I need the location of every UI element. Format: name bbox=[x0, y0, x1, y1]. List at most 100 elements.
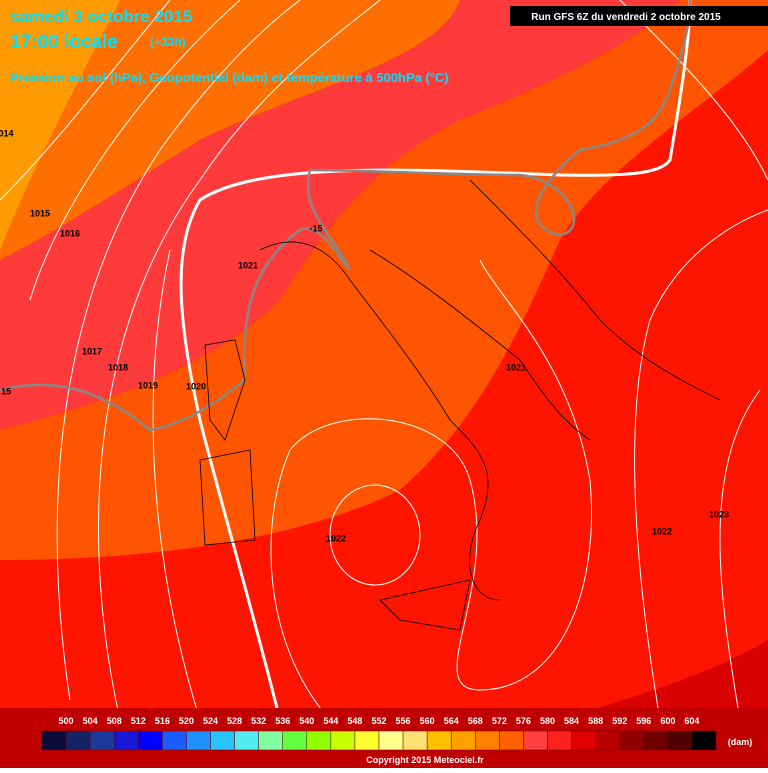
legend-swatch bbox=[378, 730, 404, 751]
legend-label: 544 bbox=[323, 716, 338, 726]
isobar-label: 1019 bbox=[138, 380, 158, 390]
legend-label: 600 bbox=[660, 716, 675, 726]
legend-swatch bbox=[306, 730, 332, 751]
isobar bbox=[719, 389, 761, 721]
isobar bbox=[152, 249, 201, 721]
coastline bbox=[469, 179, 721, 401]
legend-label: 516 bbox=[155, 716, 170, 726]
legend-label: 528 bbox=[227, 716, 242, 726]
legend-label: 572 bbox=[492, 716, 507, 726]
legend-swatch bbox=[354, 730, 380, 751]
geopotential-line bbox=[179, 0, 692, 721]
temperature-isotherm bbox=[0, 0, 692, 432]
legend-label: 520 bbox=[179, 716, 194, 726]
coastline bbox=[199, 449, 256, 546]
legend-swatch bbox=[499, 730, 524, 751]
legend-swatch bbox=[643, 730, 669, 751]
isobar-label: 1017 bbox=[82, 346, 102, 356]
isobar-label: 15 bbox=[1, 386, 11, 396]
legend-swatch bbox=[113, 730, 139, 751]
zone-orange bbox=[0, 0, 460, 260]
isobar-label: 1021 bbox=[506, 362, 526, 372]
legend-swatch bbox=[234, 730, 259, 751]
legend-label: 584 bbox=[564, 716, 579, 726]
coastline bbox=[259, 241, 501, 601]
date: samedi 3 octobre 2015 bbox=[10, 7, 192, 26]
legend-label: 580 bbox=[540, 716, 555, 726]
legend-swatch bbox=[138, 730, 163, 751]
legend-label: 604 bbox=[684, 716, 699, 726]
isobar-label: 1021 bbox=[238, 260, 258, 270]
legend-swatch bbox=[41, 730, 67, 751]
legend-label: 560 bbox=[420, 716, 435, 726]
legend-swatch bbox=[162, 730, 187, 751]
legend-swatch bbox=[210, 730, 235, 751]
legend-label: 592 bbox=[612, 716, 627, 726]
legend-swatch bbox=[691, 730, 717, 751]
isobars bbox=[0, 0, 768, 721]
isobar-label: 1022 bbox=[652, 526, 672, 536]
time: 17:00 locale bbox=[10, 32, 118, 53]
legend-label: 532 bbox=[251, 716, 266, 726]
zone-pink bbox=[0, 0, 680, 430]
legend-swatch bbox=[667, 730, 693, 751]
legend-swatch bbox=[402, 730, 428, 751]
zone-light-orange bbox=[0, 0, 120, 250]
coastlines bbox=[199, 179, 721, 631]
legend-swatch bbox=[571, 730, 596, 751]
isobar bbox=[56, 0, 301, 701]
legend-label: 556 bbox=[396, 716, 411, 726]
isobar bbox=[29, 0, 241, 301]
isobar-label: 1020 bbox=[186, 381, 206, 391]
isobar bbox=[0, 0, 171, 201]
legend-label: 596 bbox=[636, 716, 651, 726]
legend-label: 500 bbox=[59, 716, 74, 726]
legend-label: 536 bbox=[275, 716, 290, 726]
legend-label: 512 bbox=[131, 716, 146, 726]
run-box bbox=[510, 6, 768, 26]
legend-swatch bbox=[523, 730, 548, 751]
zone-dark-red bbox=[560, 640, 768, 720]
legend-label: 524 bbox=[203, 716, 218, 726]
legend-label: 568 bbox=[468, 716, 483, 726]
copyright: Copyright 2015 Meteociel.fr bbox=[366, 755, 484, 765]
isobar-label: 1022 bbox=[326, 533, 346, 543]
isobar-label: 014 bbox=[0, 128, 14, 138]
legend-label: 548 bbox=[347, 716, 362, 726]
legend-label: 588 bbox=[588, 716, 603, 726]
isobar-label: 1023 bbox=[709, 509, 729, 519]
legend-label: 576 bbox=[516, 716, 531, 726]
legend-swatch bbox=[282, 730, 308, 751]
isobar bbox=[270, 259, 592, 721]
coastline bbox=[369, 249, 591, 441]
legend-swatch bbox=[450, 730, 476, 751]
legend-swatch bbox=[186, 730, 211, 751]
isobar-label: 1015 bbox=[30, 208, 50, 218]
legend-unit: (dam) bbox=[728, 737, 753, 747]
isobar-label: 1018 bbox=[108, 362, 128, 372]
coastline bbox=[379, 579, 471, 631]
isobar bbox=[634, 209, 768, 721]
legend-label: 540 bbox=[299, 716, 314, 726]
legend-swatch bbox=[89, 730, 115, 751]
legend-swatch bbox=[475, 730, 500, 751]
legend-label: 564 bbox=[444, 716, 459, 726]
isobar-label: -15 bbox=[309, 223, 322, 233]
legend-swatch bbox=[595, 730, 620, 751]
legend-swatch bbox=[65, 730, 91, 751]
legend-swatch bbox=[619, 730, 645, 751]
subtitle: Pression au sol (hPa), Geopotentiel (dam… bbox=[10, 70, 449, 85]
legend-label: 508 bbox=[107, 716, 122, 726]
legend-label: 504 bbox=[83, 716, 98, 726]
isobar bbox=[329, 484, 421, 586]
offset: (+33h) bbox=[150, 35, 186, 49]
run-info: Run GFS 6Z du vendredi 2 octobre 2015 bbox=[531, 12, 721, 23]
legend-swatch bbox=[547, 730, 572, 751]
zone-orange-red bbox=[0, 0, 768, 560]
coastline bbox=[204, 339, 246, 441]
legend-label: 552 bbox=[371, 716, 386, 726]
isobar-label: 1016 bbox=[60, 228, 80, 238]
isobar bbox=[98, 0, 381, 721]
legend-swatch bbox=[330, 730, 356, 751]
legend-swatch bbox=[426, 730, 452, 751]
